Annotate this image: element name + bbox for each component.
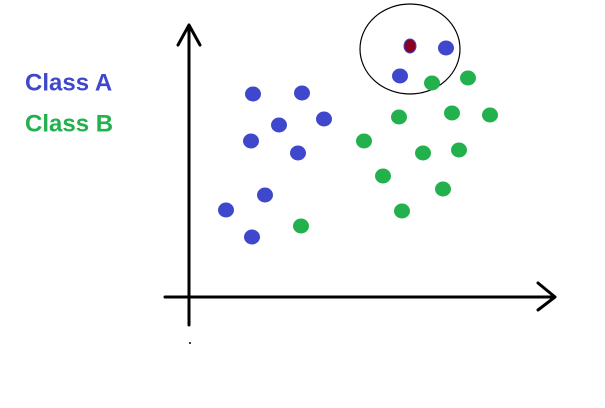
point-b [293,218,309,234]
point-a [438,40,454,56]
point-a [392,68,408,84]
class-a-points [218,40,454,245]
point-a [294,85,310,101]
point-a [244,229,260,245]
point-a [245,86,261,102]
x-axis [163,281,557,312]
point-b [391,109,407,125]
speck [189,342,191,344]
point-a [290,145,306,161]
y-axis [176,23,202,327]
point-a [316,111,332,127]
point-b [460,70,476,86]
legend-class-a: Class A [25,69,112,96]
point-b [444,105,460,121]
point-a [271,117,287,133]
neighbor-circle [359,3,461,95]
point-a [243,133,259,149]
point-b [415,145,431,161]
point-b [424,75,440,91]
point-b [394,203,410,219]
point-b [356,133,372,149]
point-b [375,168,391,184]
point-a [218,202,234,218]
query-point [403,38,417,54]
class-b-points [293,70,498,234]
point-a [257,187,273,203]
point-b [482,107,498,123]
legend-class-b: Class B [25,110,113,137]
point-b [451,142,467,158]
point-b [435,181,451,197]
